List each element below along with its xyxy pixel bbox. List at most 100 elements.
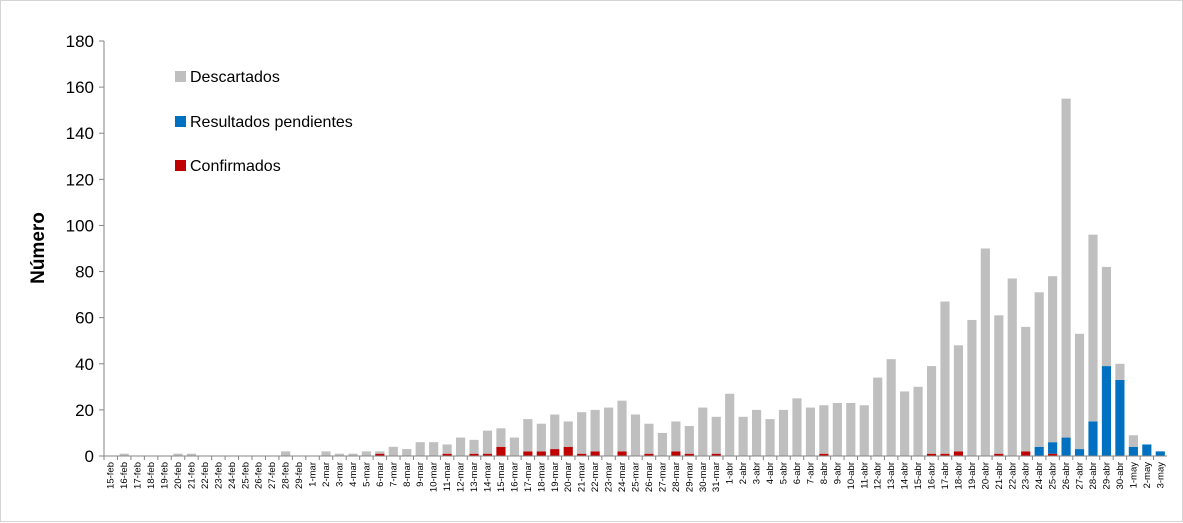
bar-segment xyxy=(711,453,721,456)
x-tick-label: 17-feb xyxy=(133,462,144,489)
x-tick-label: 29-abr xyxy=(1101,462,1112,489)
x-tick-label: 24-mar xyxy=(617,462,628,492)
x-tick-label: 26-abr xyxy=(1061,462,1072,489)
bar-segment xyxy=(1048,442,1058,454)
x-tick-label: 2-may xyxy=(1142,462,1153,489)
x-tick-label: 2-mar xyxy=(321,462,332,487)
bar-segment xyxy=(361,451,371,456)
y-tick-label: 20 xyxy=(75,401,94,420)
y-tick-label: 140 xyxy=(66,124,94,143)
x-tick-label: 21-mar xyxy=(577,462,588,492)
bar-segment xyxy=(832,402,842,456)
bar-segment xyxy=(752,409,762,456)
x-tick-label: 25-mar xyxy=(631,462,642,492)
bar-segment xyxy=(415,442,425,456)
x-tick-label: 12-mar xyxy=(456,462,467,492)
x-tick-label: 23-feb xyxy=(213,462,224,489)
bar-segment xyxy=(496,446,506,456)
bar-segment xyxy=(698,407,708,456)
x-tick-label: 24-feb xyxy=(227,462,238,489)
x-tick-label: 27-mar xyxy=(657,462,668,492)
bar-segment xyxy=(994,453,1004,456)
bar-segment xyxy=(657,432,667,456)
y-axis-label: Número xyxy=(28,212,49,284)
bar-segment xyxy=(873,377,883,456)
x-tick-label: 29-feb xyxy=(294,462,305,489)
legend: Descartados Resultados pendientes Confirma… xyxy=(175,69,353,175)
bar-segment xyxy=(536,423,546,452)
bar-segment xyxy=(1128,446,1138,456)
x-tick-label: 22-abr xyxy=(1007,462,1018,489)
bar-segment xyxy=(577,412,587,454)
x-tick-label: 16-feb xyxy=(119,462,130,489)
bar-segment xyxy=(1088,421,1098,456)
x-tick-label: 15-feb xyxy=(106,462,117,489)
x-tick-label: 1-mar xyxy=(308,462,319,487)
x-tick-label: 21-feb xyxy=(186,462,197,489)
legend-label: Confirmados xyxy=(190,158,281,175)
bar-segment xyxy=(1088,234,1098,422)
x-tick-label: 9-mar xyxy=(415,462,426,487)
bar-segment xyxy=(429,442,439,456)
bar-segment xyxy=(765,419,775,456)
x-tick-label: 10-mar xyxy=(429,462,440,492)
bar-segment xyxy=(375,451,385,454)
bar-segment xyxy=(119,453,129,456)
x-tick-label: 19-abr xyxy=(967,462,978,489)
bar-segment xyxy=(778,409,789,456)
bar-segment xyxy=(1101,266,1112,367)
bar-segment xyxy=(819,453,829,456)
legend-swatch xyxy=(175,160,186,171)
bar-segment xyxy=(402,449,412,456)
x-tick-label: 18-abr xyxy=(953,462,964,489)
bar-segment xyxy=(684,453,694,456)
x-tick-label: 30-abr xyxy=(1115,462,1126,489)
bar-segment xyxy=(711,416,721,454)
bar-segment xyxy=(671,421,681,452)
bar-segment xyxy=(523,419,533,452)
x-tick-label: 20-abr xyxy=(980,462,991,489)
x-tick-label: 15-abr xyxy=(913,462,924,489)
x-tick-label: 11-mar xyxy=(442,462,453,491)
bar-segment xyxy=(334,453,345,456)
x-tick-label: 18-feb xyxy=(146,462,157,489)
x-tick-label: 4-mar xyxy=(348,462,359,487)
bar-segment xyxy=(1021,326,1031,452)
x-tick-label: 4-abr xyxy=(765,462,776,484)
bar-segment xyxy=(980,248,990,456)
bar-segment xyxy=(1074,333,1085,450)
x-tick-label: 18-mar xyxy=(536,462,547,492)
x-tick-label: 3-may xyxy=(1155,462,1166,489)
bar-segment xyxy=(1074,449,1085,456)
bar-segment xyxy=(1048,453,1058,456)
bar-segment xyxy=(590,409,600,452)
bar-segment xyxy=(1061,98,1071,438)
x-tick-label: 26-feb xyxy=(254,462,265,489)
x-tick-label: 5-mar xyxy=(361,462,372,487)
bar-segment xyxy=(967,319,977,456)
x-tick-label: 17-abr xyxy=(940,462,951,489)
y-tick-label: 40 xyxy=(75,355,94,374)
x-tick-label: 28-feb xyxy=(281,462,292,489)
x-tick-label: 23-mar xyxy=(604,462,615,492)
x-tick-label: 3-mar xyxy=(334,462,345,487)
bar-segment xyxy=(321,451,331,456)
bar-segment xyxy=(926,453,937,456)
bar-segment xyxy=(926,366,937,454)
x-tick-label: 7-mar xyxy=(388,462,399,487)
bar-segment xyxy=(1115,379,1125,456)
x-tick-label: 14-mar xyxy=(482,462,493,492)
x-tick-label: 28-mar xyxy=(671,462,682,492)
bar-segment xyxy=(953,345,964,452)
bar-segment xyxy=(617,451,627,456)
x-tick-label: 16-mar xyxy=(509,462,520,492)
legend-label: Resultados pendientes xyxy=(190,114,353,131)
bar-segment xyxy=(846,402,856,456)
bar-segment xyxy=(953,451,964,456)
x-tick-label: 10-abr xyxy=(846,462,857,489)
x-tick-label: 12-abr xyxy=(873,462,884,489)
bar-segment xyxy=(644,453,654,456)
x-tick-label: 5-abr xyxy=(779,462,790,484)
bar-segment xyxy=(940,301,950,454)
